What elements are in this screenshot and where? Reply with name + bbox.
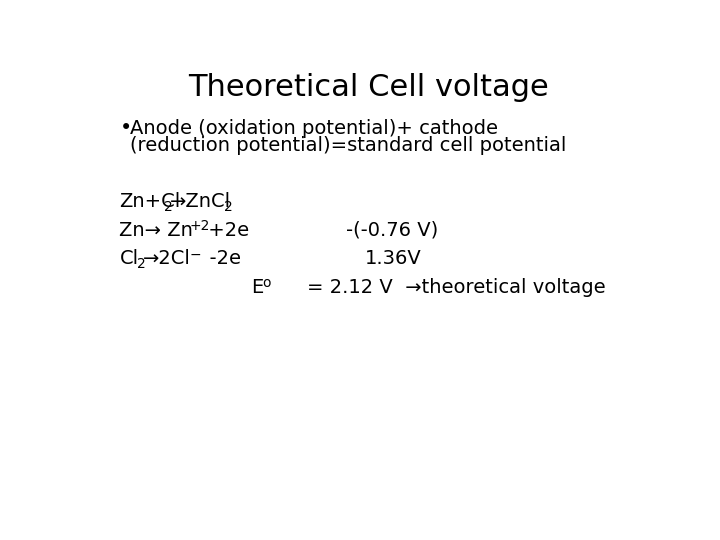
Text: −: − bbox=[189, 248, 201, 262]
Text: +2: +2 bbox=[189, 219, 210, 233]
Text: Zn+Cl: Zn+Cl bbox=[120, 192, 181, 211]
Text: 2: 2 bbox=[164, 200, 173, 214]
Text: -2e: -2e bbox=[197, 249, 241, 268]
Text: (reduction potential)=standard cell potential: (reduction potential)=standard cell pote… bbox=[130, 136, 567, 155]
Text: -(-0.76 V): -(-0.76 V) bbox=[346, 221, 438, 240]
Text: Anode (oxidation potential)+ cathode: Anode (oxidation potential)+ cathode bbox=[130, 119, 498, 138]
Text: o: o bbox=[262, 276, 271, 291]
Text: = 2.12 V  →theoretical voltage: = 2.12 V →theoretical voltage bbox=[307, 278, 606, 296]
Text: Cl: Cl bbox=[120, 249, 138, 268]
Text: 2: 2 bbox=[224, 200, 233, 214]
Text: Zn→ Zn: Zn→ Zn bbox=[120, 221, 194, 240]
Text: 2: 2 bbox=[137, 257, 145, 271]
Text: →2Cl: →2Cl bbox=[143, 249, 191, 268]
Text: 1.36V: 1.36V bbox=[365, 249, 422, 268]
Text: E: E bbox=[251, 278, 264, 296]
Text: +2e: +2e bbox=[202, 221, 248, 240]
Text: →ZnCl: →ZnCl bbox=[170, 192, 231, 211]
Text: Theoretical Cell voltage: Theoretical Cell voltage bbox=[189, 72, 549, 102]
Text: •: • bbox=[120, 118, 132, 138]
